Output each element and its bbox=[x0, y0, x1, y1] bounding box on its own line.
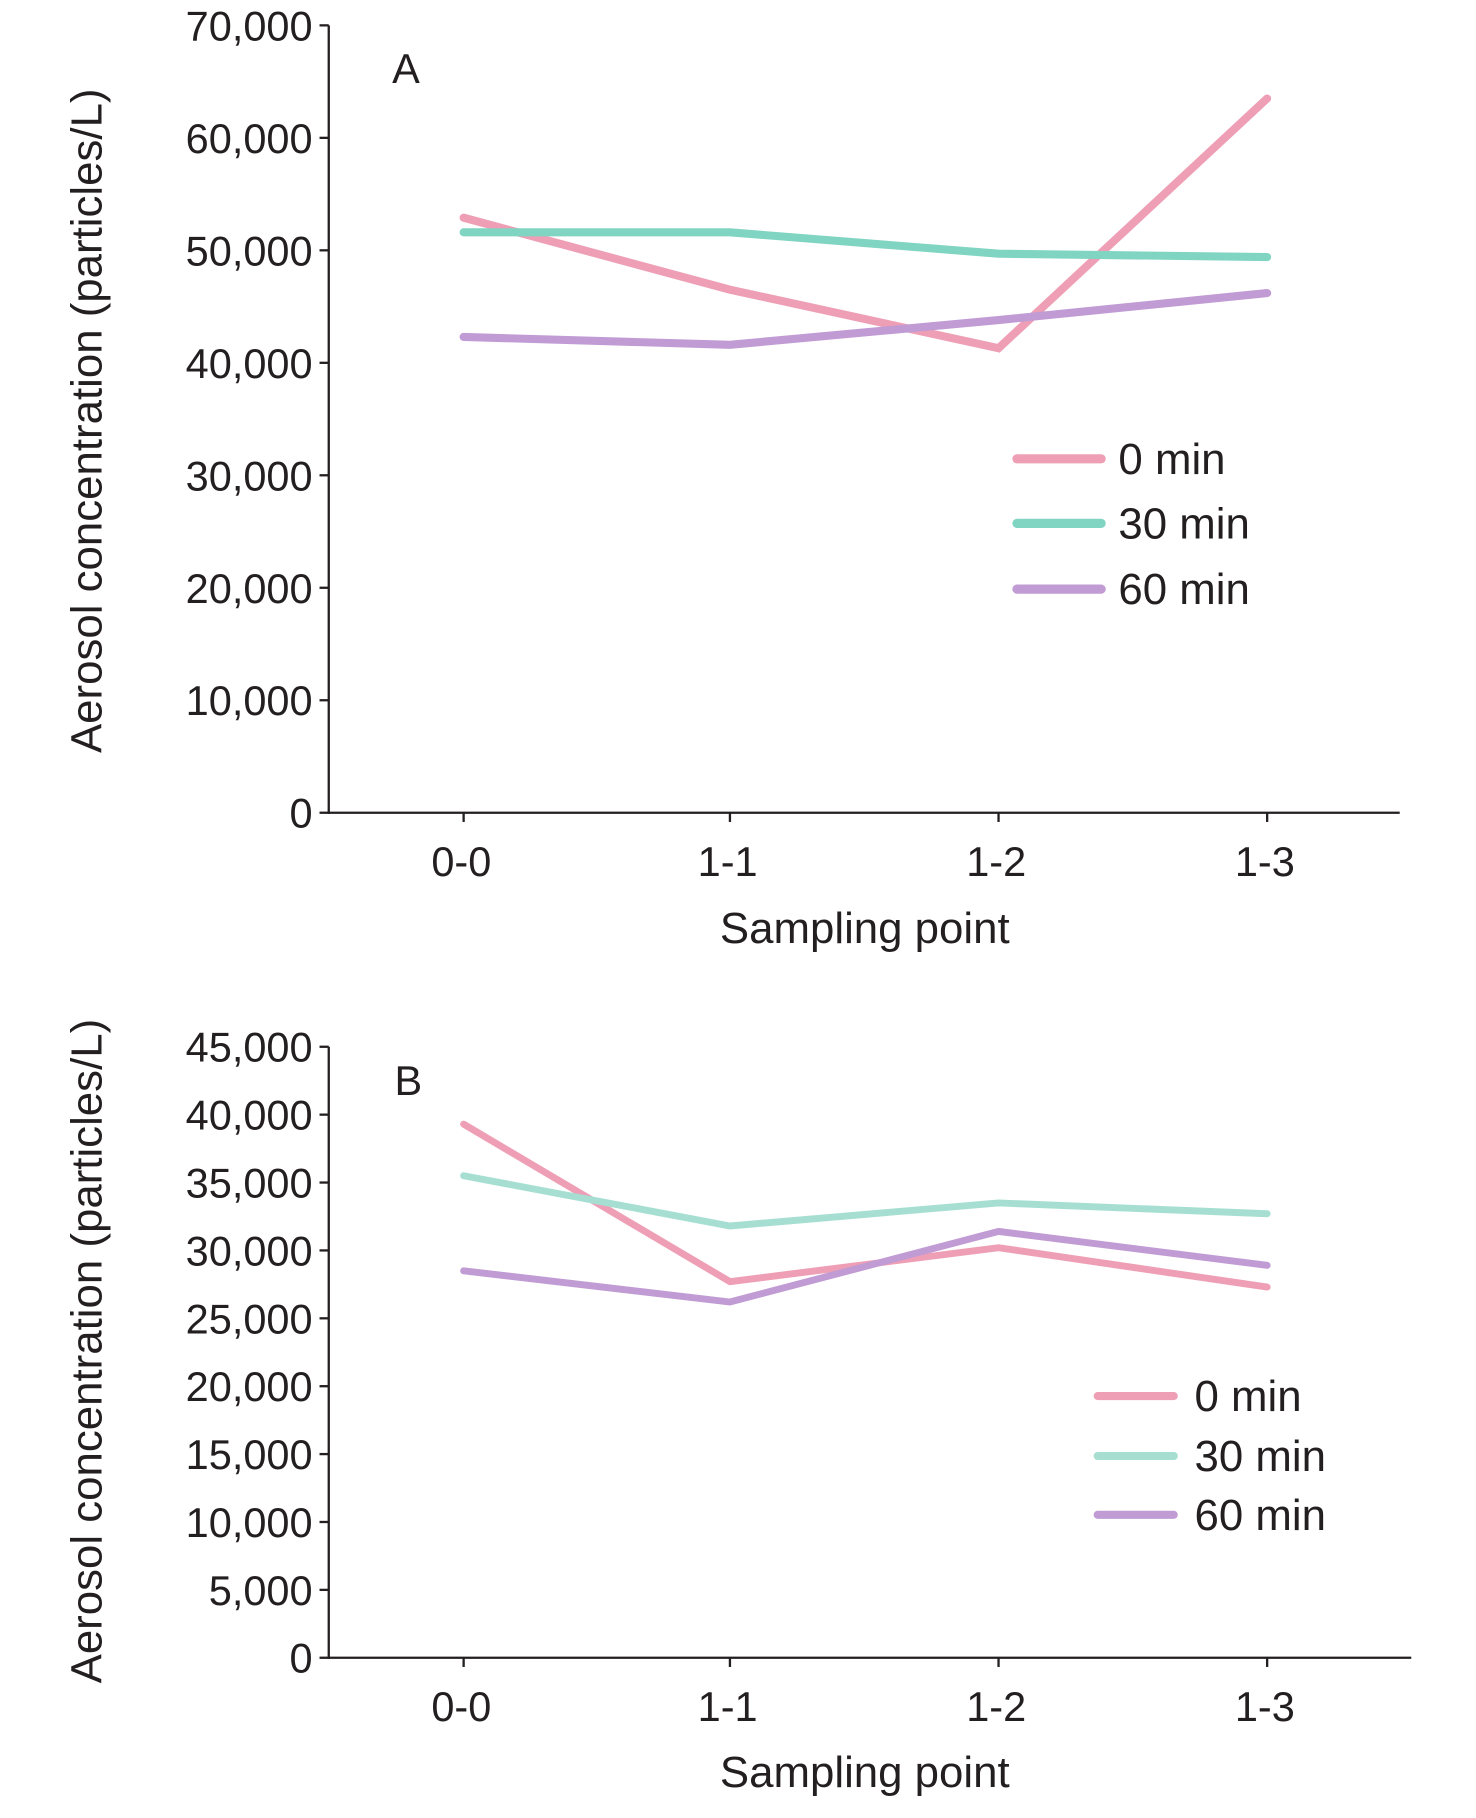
panel-label: B bbox=[394, 1057, 422, 1104]
y-tick-label: 40,000 bbox=[186, 1092, 313, 1139]
panel-label: A bbox=[392, 45, 420, 92]
y-tick-label: 70,000 bbox=[186, 2, 313, 49]
x-tick-label: 1-1 bbox=[698, 1683, 758, 1730]
y-tick-label: 0 bbox=[290, 790, 313, 837]
chart-b: 0 5,000 10,000 15,000 20,000 25,000 30,000 35,0… bbox=[63, 1019, 1412, 1797]
y-tick-label: 15,000 bbox=[186, 1431, 313, 1478]
y-tick-label: 35,000 bbox=[186, 1160, 313, 1207]
x-tick-label: 0-0 bbox=[431, 1683, 491, 1730]
x-tick-label: 1-3 bbox=[1235, 1683, 1295, 1730]
x-axis-title: Sampling point bbox=[720, 1748, 1010, 1797]
y-tick-label: 60,000 bbox=[186, 115, 313, 162]
x-tick-label: 1-2 bbox=[966, 838, 1026, 885]
y-tick-label: 0 bbox=[290, 1635, 313, 1682]
chart-a: 0 10,000 20,000 30,000 40,000 50,000 60,000 70,… bbox=[63, 2, 1400, 953]
y-tick-label: 20,000 bbox=[186, 1363, 313, 1410]
legend-label: 30 min bbox=[1195, 1432, 1326, 1481]
x-axis-title: Sampling point bbox=[720, 904, 1010, 953]
legend-label: 0 min bbox=[1118, 435, 1225, 484]
y-tick-label: 10,000 bbox=[186, 1499, 313, 1546]
y-tick-label: 45,000 bbox=[186, 1024, 313, 1071]
y-axis-title: Aerosol concentration (particles/L) bbox=[63, 1019, 112, 1684]
y-tick-label: 20,000 bbox=[186, 565, 313, 612]
series-line-60-min bbox=[460, 1227, 1271, 1306]
series-line-0-min bbox=[459, 94, 1272, 353]
legend-label: 30 min bbox=[1118, 499, 1249, 548]
y-tick-label: 30,000 bbox=[186, 452, 313, 499]
series-line-30-min bbox=[459, 228, 1272, 262]
x-tick-label: 1-1 bbox=[698, 838, 758, 885]
series-line-30-min bbox=[460, 1172, 1271, 1230]
legend-label: 60 min bbox=[1195, 1491, 1326, 1540]
x-tick-label: 0-0 bbox=[431, 838, 491, 885]
x-tick-label: 1-2 bbox=[966, 1683, 1026, 1730]
y-tick-label: 30,000 bbox=[186, 1227, 313, 1274]
x-tick-label: 1-3 bbox=[1235, 838, 1295, 885]
legend-label: 0 min bbox=[1195, 1372, 1302, 1421]
y-tick-label: 50,000 bbox=[186, 227, 313, 274]
series-line-60-min bbox=[459, 289, 1272, 349]
legend-label: 60 min bbox=[1118, 565, 1249, 614]
y-tick-label: 40,000 bbox=[186, 340, 313, 387]
y-tick-label: 25,000 bbox=[186, 1295, 313, 1342]
y-tick-label: 10,000 bbox=[186, 677, 313, 724]
y-axis-title: Aerosol concentration (particles/L) bbox=[63, 88, 112, 753]
y-tick-label: 5,000 bbox=[209, 1567, 313, 1614]
